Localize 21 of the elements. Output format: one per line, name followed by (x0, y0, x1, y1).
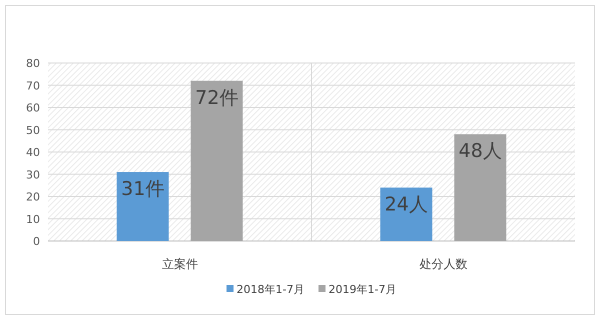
y-tick-label: 70 (26, 79, 40, 92)
data-label: 24人 (384, 194, 428, 216)
bar (454, 134, 506, 241)
bar (190, 80, 243, 241)
data-label: 48人 (458, 140, 502, 162)
y-tick-label: 60 (26, 102, 40, 114)
legend-label: 2019年1-7月 (328, 283, 396, 296)
y-tick-label: 0 (33, 235, 40, 248)
y-tick-label: 10 (26, 212, 40, 226)
data-label: 31件 (121, 178, 164, 200)
y-tick-label: 20 (26, 190, 40, 204)
bar (116, 172, 169, 241)
x-tick-label: 立案件 (162, 257, 198, 271)
y-tick-label: 30 (26, 168, 40, 182)
y-tick-label: 80 (26, 57, 40, 70)
data-label: 72件 (195, 86, 238, 109)
y-tick-label: 50 (26, 124, 40, 137)
y-tick-label: 40 (26, 146, 40, 159)
bar (380, 188, 432, 241)
legend-label: 2018年1-7月 (236, 283, 304, 296)
x-tick-label: 处分人数 (419, 257, 468, 271)
